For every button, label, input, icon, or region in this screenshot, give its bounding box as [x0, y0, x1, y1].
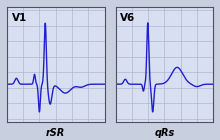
Text: rSR: rSR: [46, 128, 65, 137]
Text: V6: V6: [120, 13, 136, 23]
Text: qRs: qRs: [154, 128, 175, 137]
Text: V1: V1: [11, 13, 27, 23]
